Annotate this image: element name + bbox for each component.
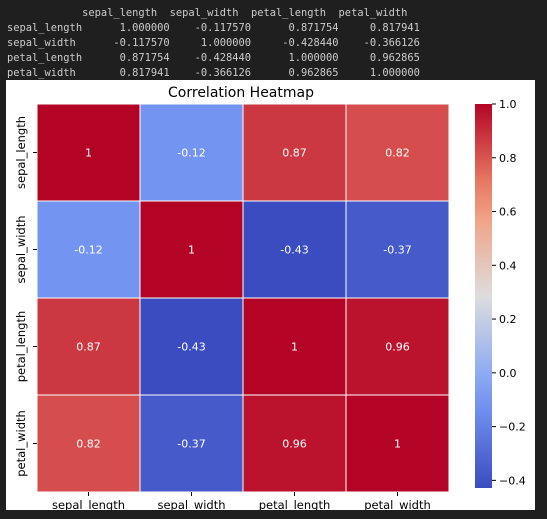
colorbar-tick-label: 0.0 [499,367,517,380]
heatmap-chart: Correlation Heatmap 1 -0.12 0.87 0.82 -0.12 1… [14,85,526,510]
colorbar-tick-label: 1.0 [499,98,517,111]
heatmap-cell-label: 0.96 [385,341,410,354]
heatmap-cell-label: -0.43 [177,341,205,354]
heatmap-cell-label: -0.43 [280,244,308,257]
dataframe-row: petal_width 0.817941 -0.366126 0.962865 … [7,67,420,79]
heatmap-cell [139,200,244,299]
dataframe-row: sepal_length 1.000000 -0.117570 0.871754… [7,22,420,34]
heatmap-cell-label: -0.37 [177,438,205,451]
y-tick-label: petal_length [14,311,28,383]
heatmap-cell-label: -0.12 [177,147,205,160]
y-tick-label: sepal_width [14,215,28,283]
heatmap-cell-label: 0.82 [385,147,410,160]
heatmap-cell [36,394,141,493]
heatmap-cell [242,394,347,493]
heatmap-cell-label: 1 [394,438,401,451]
colorbar-tick-label: 0.8 [499,152,517,165]
x-tick-label: sepal_length [52,498,125,510]
heatmap-cell [345,297,450,396]
x-tick-label: petal_length [259,498,331,510]
heatmap-cell [345,103,450,202]
heatmap-cell-label: 1 [188,244,195,257]
heatmap-cell-label: 0.87 [282,147,307,160]
heatmap-cell [242,103,347,202]
colorbar-tick-label: −0.2 [499,421,526,434]
heatmap-figure: Correlation Heatmap 1 -0.12 0.87 0.82 -0.12 1… [6,80,535,510]
heatmap-cell [345,200,450,299]
heatmap-cell-label: 1 [85,147,92,160]
heatmap-cell [139,394,244,493]
heatmap-cell-label: 0.87 [76,341,101,354]
chart-title: Correlation Heatmap [168,85,314,101]
heatmap-cell [36,103,141,202]
y-tick-label: petal_width [14,410,28,477]
dataframe-row: petal_length 0.871754 -0.428440 1.000000… [7,52,420,64]
colorbar-tick-label: 0.4 [499,259,517,272]
colorbar-tick-label: −0.4 [499,474,526,487]
heatmap-cell-label: 1 [291,341,298,354]
colorbar-tick-label: 0.6 [499,206,517,219]
dataframe-row: sepal_width -0.117570 1.000000 -0.428440… [7,37,420,49]
dataframe-header: sepal_length sepal_width petal_length pe… [7,7,408,19]
x-tick-label: petal_width [364,498,431,510]
dataframe-output: sepal_length sepal_width petal_length pe… [0,0,547,80]
colorbar-tick-label: 0.2 [499,313,517,326]
heatmap-cell [345,394,450,493]
heatmap-cell [139,103,244,202]
y-tick-label: sepal_length [14,116,28,189]
heatmap-cell-label: -0.37 [383,244,411,257]
x-tick-label: sepal_width [157,498,225,510]
heatmap-cell-label: 0.82 [76,438,101,451]
colorbar [475,104,492,488]
heatmap-cell-label: -0.12 [74,244,102,257]
heatmap-cell-label: 0.96 [282,438,307,451]
dataframe-text: sepal_length sepal_width petal_length pe… [0,0,547,81]
heatmap-cell [36,200,141,299]
heatmap-cell [139,297,244,396]
